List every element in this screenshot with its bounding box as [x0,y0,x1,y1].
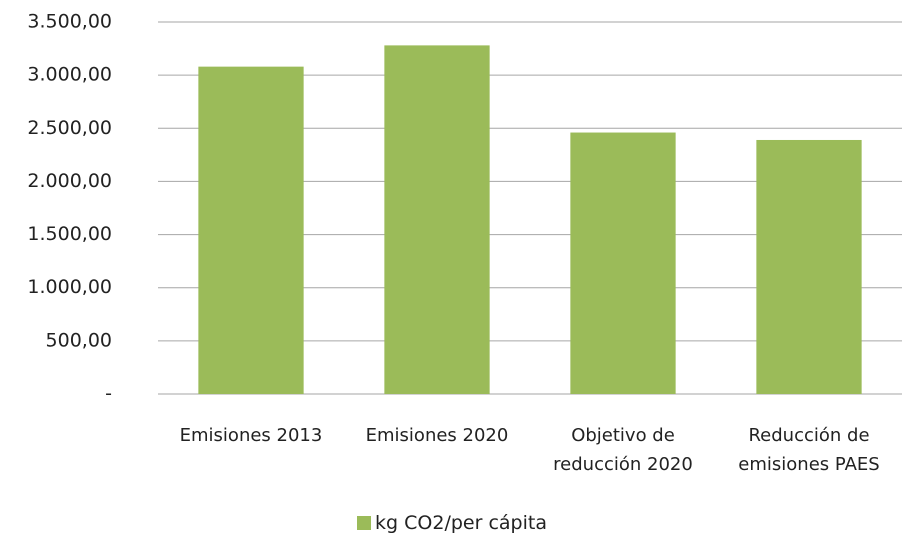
bar [198,66,304,394]
bar [384,45,490,394]
bar [570,132,676,394]
y-tick-label: 3.000,00 [27,64,112,86]
y-tick-label: 500,00 [46,329,112,351]
legend-swatch [357,516,372,530]
bar [756,139,862,394]
x-tick-label: Emisiones 2020 [365,425,509,446]
x-tick-label: Reducción de emisiones PAES [738,425,880,475]
y-tick-label: 1.500,00 [27,223,112,245]
x-tick-label: Emisiones 2013 [179,425,323,446]
y-tick-label: 3.500,00 [27,11,112,33]
chart: - 500,00 1.000,00 1.500,00 2.000,00 2.500,00 3… [27,11,902,405]
y-tick-label: - [105,383,112,405]
legend-label: kg CO2/per cápita [375,512,547,534]
y-tick-label: 2.500,00 [27,117,112,139]
legend: kg CO2/per cápita [0,512,904,534]
x-tick-label: Objetivo de reducción 2020 [553,425,693,475]
y-tick-label: 1.000,00 [27,276,112,298]
y-tick-label: 2.000,00 [27,170,112,192]
